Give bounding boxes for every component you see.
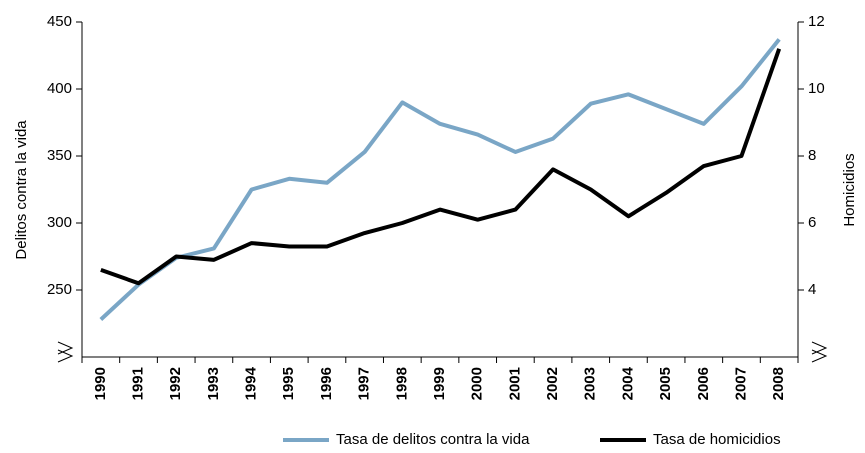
axis-break <box>57 341 74 363</box>
x-tick-label: 2001 <box>506 367 523 400</box>
y-tick-label: 400 <box>47 80 72 97</box>
x-tick-label: 1996 <box>318 367 335 400</box>
x-tick-label: 1992 <box>167 367 184 400</box>
x-tick-label: 2008 <box>770 367 787 400</box>
series-line <box>100 48 782 286</box>
x-tick-label: 2007 <box>732 367 749 400</box>
x-tick-label: 2005 <box>657 367 674 400</box>
y2-tick-label: 4 <box>808 281 816 298</box>
x-tick-label: 1990 <box>92 367 109 400</box>
y2-tick-label: 12 <box>808 13 825 30</box>
legend-label: Tasa de delitos contra la vida <box>336 431 530 448</box>
y2-tick-label: 8 <box>808 147 816 164</box>
y-axis-label: Delitos contra la vida <box>13 120 30 260</box>
x-tick-label: 2004 <box>619 366 636 400</box>
y2-tick-label: 6 <box>808 214 816 231</box>
y-tick-label: 250 <box>47 281 72 298</box>
x-tick-label: 1993 <box>205 367 222 400</box>
x-tick-label: 1998 <box>393 367 410 400</box>
axis-break <box>811 341 828 363</box>
x-tick-label: 2002 <box>544 367 561 400</box>
y2-tick-label: 10 <box>808 80 825 97</box>
x-tick-label: 1994 <box>243 366 260 400</box>
y2-axis-label: Homicidios <box>841 153 858 226</box>
x-tick-label: 1995 <box>280 367 297 400</box>
x-tick-label: 1997 <box>356 367 373 400</box>
x-tick-label: 1999 <box>431 367 448 400</box>
x-tick-label: 2000 <box>469 367 486 400</box>
y-tick-label: 300 <box>47 214 72 231</box>
series-line <box>99 38 781 321</box>
y-tick-label: 350 <box>47 147 72 164</box>
x-tick-label: 2003 <box>582 367 599 400</box>
x-tick-label: 1991 <box>129 367 146 400</box>
y-tick-label: 450 <box>47 13 72 30</box>
x-tick-label: 2006 <box>695 367 712 400</box>
legend-label: Tasa de homicidios <box>653 431 781 448</box>
